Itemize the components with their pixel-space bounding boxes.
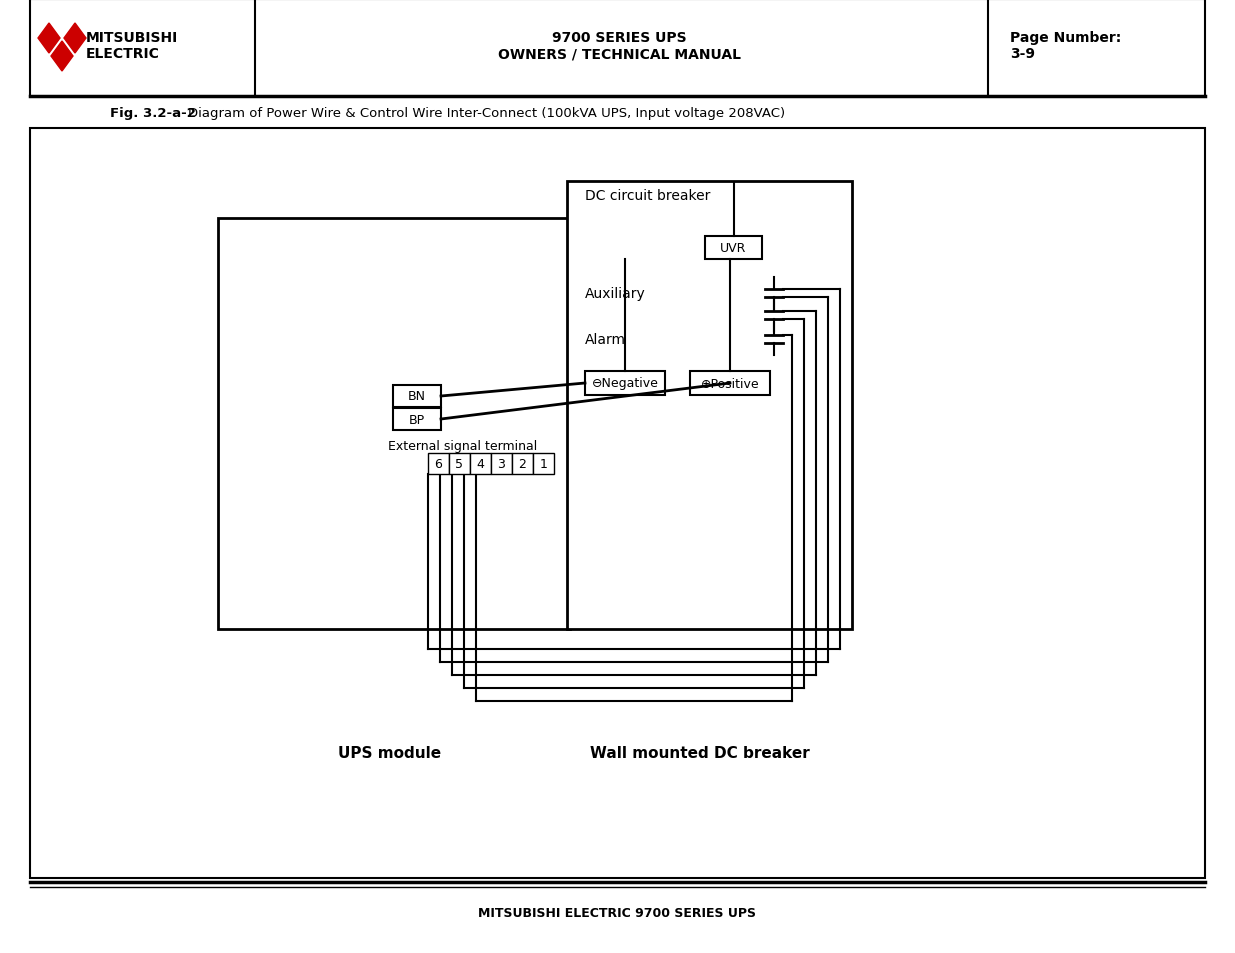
Text: 1: 1 bbox=[540, 457, 547, 471]
Bar bbox=[705, 236, 762, 260]
Bar bbox=[393, 409, 441, 431]
Text: 4: 4 bbox=[477, 457, 484, 471]
Text: Diagram of Power Wire & Control Wire Inter-Connect (100kVA UPS, Input voltage 20: Diagram of Power Wire & Control Wire Int… bbox=[188, 108, 785, 120]
Bar bbox=[492, 454, 513, 475]
Text: Auxiliary: Auxiliary bbox=[585, 287, 646, 301]
Bar bbox=[534, 454, 555, 475]
Bar bbox=[585, 372, 664, 395]
Text: DC circuit breaker: DC circuit breaker bbox=[585, 189, 710, 203]
Text: 2: 2 bbox=[519, 457, 526, 471]
Text: 5: 5 bbox=[456, 457, 463, 471]
Text: BN: BN bbox=[408, 390, 426, 403]
Text: ELECTRIC: ELECTRIC bbox=[86, 47, 159, 61]
Text: 9700 SERIES UPS: 9700 SERIES UPS bbox=[552, 30, 687, 45]
Bar bbox=[219, 219, 571, 629]
Text: MITSUBISHI: MITSUBISHI bbox=[86, 30, 178, 45]
Text: Fig. 3.2-a-2: Fig. 3.2-a-2 bbox=[110, 108, 196, 120]
Bar bbox=[471, 454, 492, 475]
Text: BP: BP bbox=[409, 413, 425, 426]
Bar bbox=[690, 372, 769, 395]
Text: Page Number:: Page Number: bbox=[1010, 30, 1121, 45]
Polygon shape bbox=[38, 24, 61, 54]
Bar bbox=[567, 182, 852, 629]
Text: 3: 3 bbox=[498, 457, 505, 471]
Bar bbox=[393, 386, 441, 408]
Text: 3-9: 3-9 bbox=[1010, 47, 1035, 61]
Text: UVR: UVR bbox=[720, 242, 747, 254]
Text: ⊕Positive: ⊕Positive bbox=[700, 377, 760, 390]
Polygon shape bbox=[51, 42, 73, 71]
Polygon shape bbox=[64, 24, 86, 54]
Text: MITSUBISHI ELECTRIC 9700 SERIES UPS: MITSUBISHI ELECTRIC 9700 SERIES UPS bbox=[478, 906, 756, 920]
Bar bbox=[30, 129, 1205, 878]
Text: UPS module: UPS module bbox=[338, 745, 442, 760]
Bar bbox=[429, 454, 450, 475]
Bar bbox=[450, 454, 471, 475]
Text: OWNERS / TECHNICAL MANUAL: OWNERS / TECHNICAL MANUAL bbox=[498, 47, 741, 61]
Text: ⊖Negative: ⊖Negative bbox=[592, 377, 658, 390]
Text: 6: 6 bbox=[435, 457, 442, 471]
Bar bbox=[513, 454, 534, 475]
Text: Alarm: Alarm bbox=[585, 333, 626, 347]
Text: Wall mounted DC breaker: Wall mounted DC breaker bbox=[590, 745, 810, 760]
Text: External signal terminal: External signal terminal bbox=[388, 440, 537, 453]
